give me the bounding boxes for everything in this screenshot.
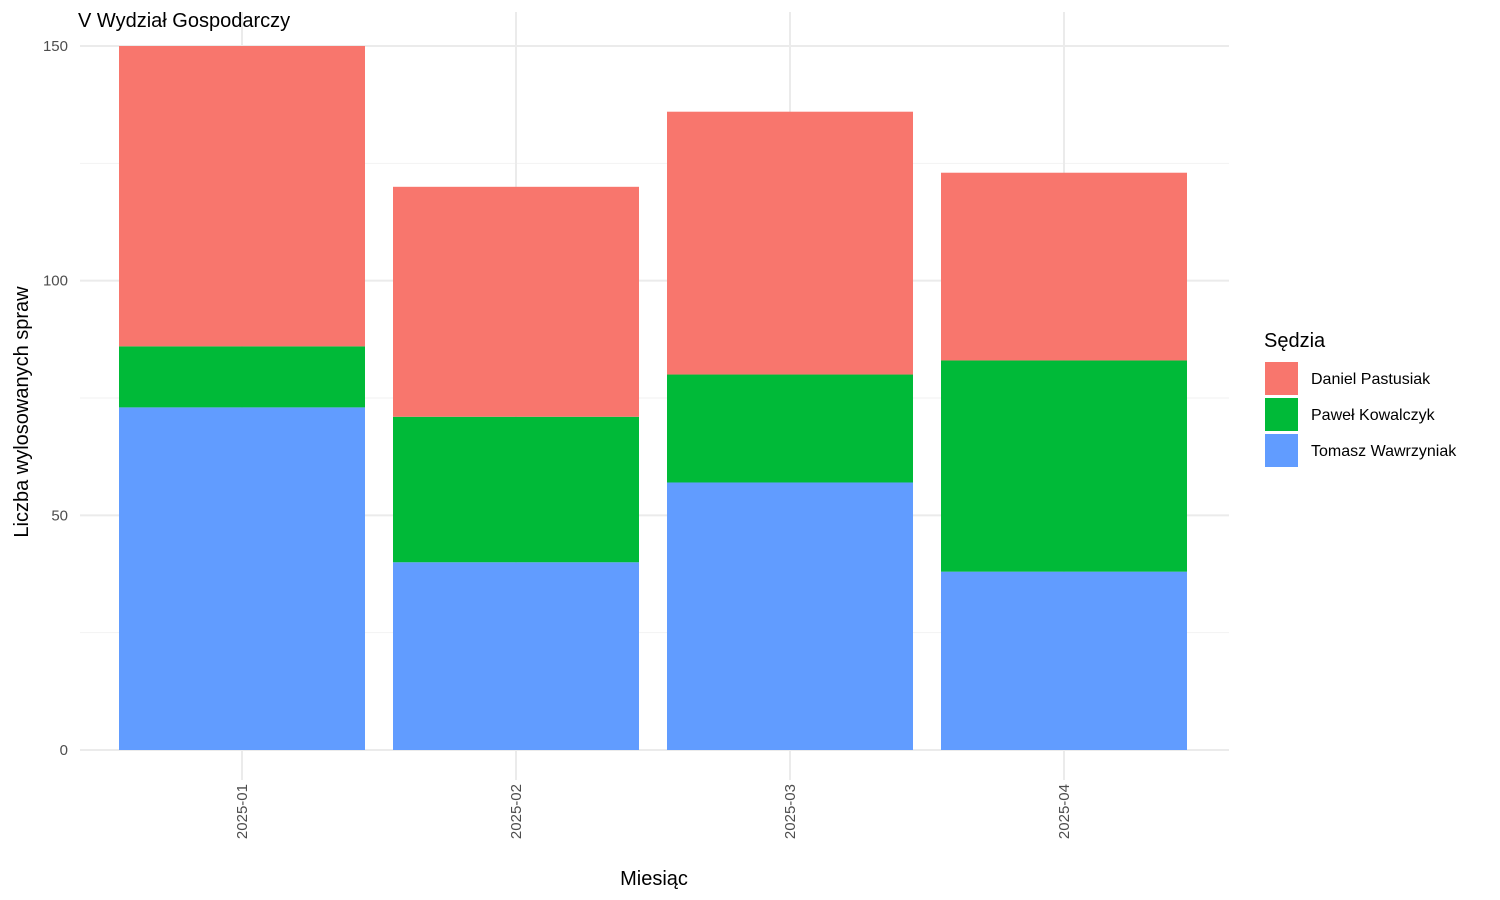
y-tick-label: 150 — [43, 38, 68, 55]
legend: Sędzia Daniel Pastusiak Paweł Kowalczyk To… — [1264, 330, 1457, 467]
bar-segment — [119, 46, 365, 347]
x-axis-ticks: 2025-01 2025-02 2025-03 2025-04 — [234, 784, 1073, 839]
bar-segment — [393, 562, 639, 750]
x-tick-label: 2025-04 — [1056, 784, 1073, 839]
chart-title: V Wydział Gospodarczy — [78, 10, 290, 32]
bar-segment — [941, 172, 1187, 361]
bar-segment — [667, 374, 913, 483]
legend-label: Tomasz Wawrzyniak — [1311, 443, 1457, 460]
x-tick-label: 2025-01 — [234, 784, 251, 839]
y-tick-label: 50 — [51, 507, 68, 524]
bar-segment — [393, 186, 639, 417]
legend-label: Paweł Kowalczyk — [1311, 407, 1436, 424]
y-axis-title: Liczba wylosowanych spraw — [11, 286, 33, 538]
y-tick-label: 0 — [60, 742, 68, 759]
x-tick-label: 2025-03 — [782, 784, 799, 839]
legend-swatch — [1265, 434, 1298, 467]
bar-segment — [119, 346, 365, 408]
bar-segment — [119, 407, 365, 750]
legend-swatch — [1265, 398, 1298, 431]
x-axis-title: Miesiąc — [620, 868, 688, 890]
legend-title: Sędzia — [1264, 330, 1326, 352]
bar-segment — [667, 111, 913, 375]
y-axis-ticks: 0 50 100 150 — [43, 38, 68, 759]
legend-swatch — [1265, 362, 1298, 395]
x-tick-label: 2025-02 — [508, 784, 525, 839]
bar-segment — [941, 360, 1187, 572]
bar-segment — [393, 416, 639, 563]
y-tick-label: 100 — [43, 273, 68, 290]
legend-label: Daniel Pastusiak — [1311, 371, 1431, 388]
bars — [119, 46, 1187, 750]
bar-segment — [941, 571, 1187, 750]
bar-segment — [667, 482, 913, 750]
